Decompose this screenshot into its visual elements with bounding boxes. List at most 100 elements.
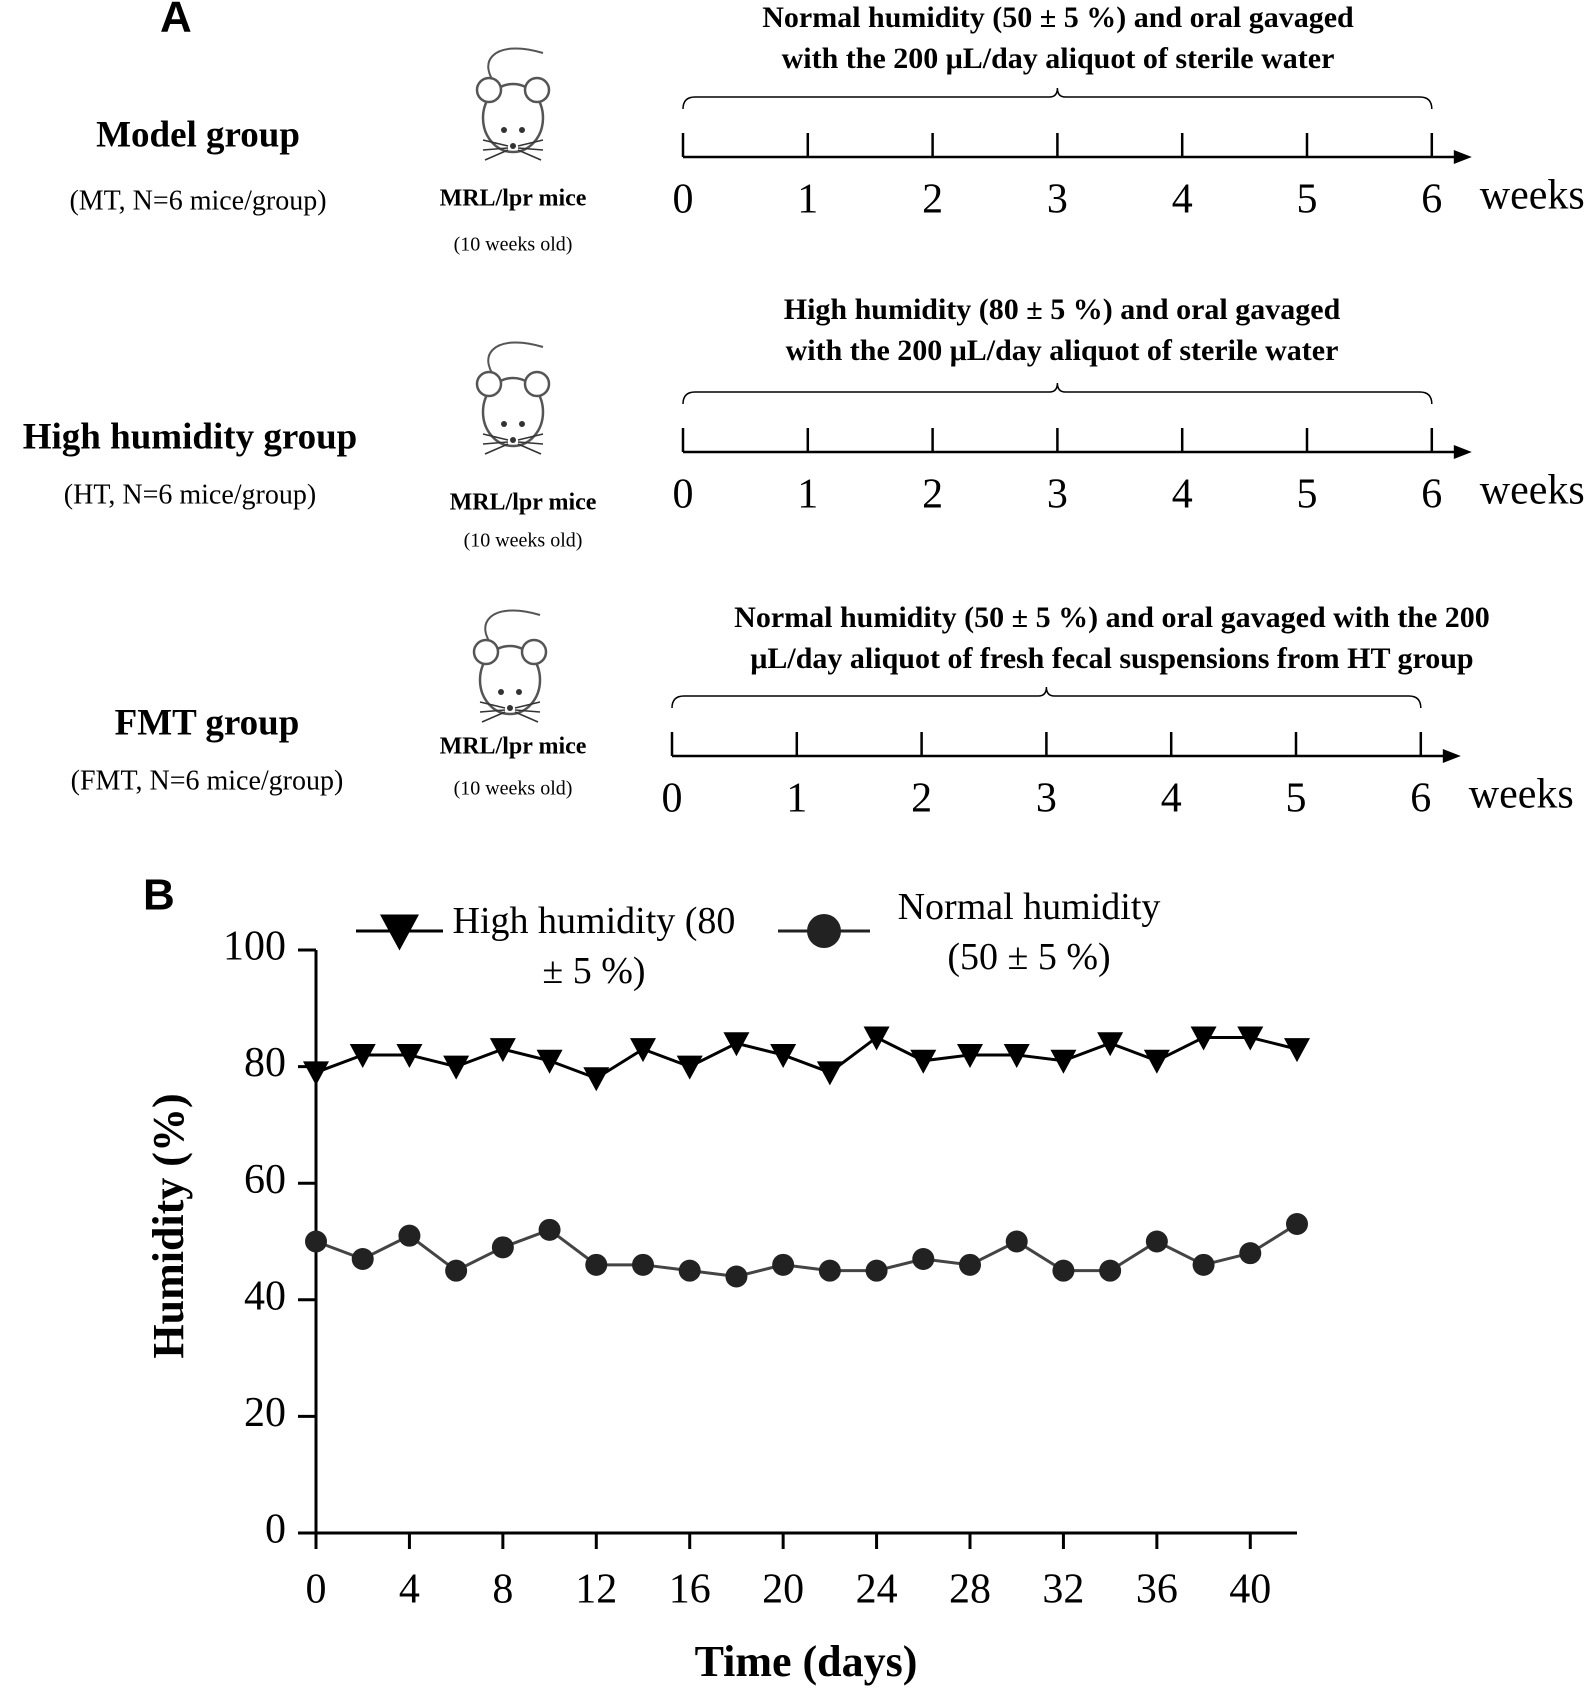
data-point <box>1284 1038 1310 1063</box>
mouse-icon <box>475 341 551 456</box>
mouse-icon <box>472 609 548 724</box>
data-point <box>676 1055 703 1080</box>
mouse-label: MRL/lpr mice <box>440 734 587 760</box>
timeline-unit: weeks <box>1469 772 1574 818</box>
data-point <box>725 1265 748 1288</box>
data-point <box>1099 1259 1122 1282</box>
timeline-label: 1 <box>786 776 807 822</box>
timeline-unit: weeks <box>1480 468 1585 514</box>
y-tick-label: 60 <box>244 1157 286 1203</box>
timeline-label: 3 <box>1036 776 1057 822</box>
timeline-label: 4 <box>1172 472 1193 518</box>
timeline-label: 3 <box>1047 472 1068 518</box>
timeline-label: 4 <box>1172 177 1193 223</box>
mouse-label: MRL/lpr mice <box>450 490 597 516</box>
x-tick-label: 36 <box>1136 1567 1178 1613</box>
mouse-age: (10 weeks old) <box>454 778 573 800</box>
data-point <box>632 1253 654 1276</box>
data-point <box>1097 1032 1124 1057</box>
mouse-icon <box>475 47 551 162</box>
data-point <box>396 1043 423 1068</box>
y-tick-label: 20 <box>244 1390 286 1436</box>
data-point <box>445 1259 468 1282</box>
data-point <box>1005 1230 1028 1253</box>
data-point <box>959 1253 981 1276</box>
legend-marker <box>380 914 419 951</box>
data-point <box>1237 1026 1264 1051</box>
legend-label: Normal humidity (50 ± 5 %) <box>897 886 1161 978</box>
series-line <box>315 1222 1298 1279</box>
treatment-text: Normal humidity (50 ± 5 %) and oral gava… <box>762 1 1354 34</box>
data-point <box>816 1061 843 1086</box>
y-axis-title: Humidity (%) <box>144 1093 193 1358</box>
timeline-label: 1 <box>797 472 818 518</box>
timeline-label: 6 <box>1410 776 1431 822</box>
group-name: FMT group <box>115 702 300 743</box>
data-point <box>1003 1043 1030 1068</box>
data-point <box>443 1055 470 1080</box>
data-point <box>583 1067 610 1092</box>
timeline-label: 0 <box>673 177 694 223</box>
timeline-label: 0 <box>662 776 683 822</box>
x-tick-label: 0 <box>306 1567 327 1613</box>
data-point <box>1145 1230 1168 1253</box>
data-point <box>351 1247 374 1270</box>
data-point <box>1286 1213 1308 1236</box>
timeline-label: 5 <box>1297 472 1318 518</box>
data-point <box>491 1236 514 1259</box>
data-point <box>489 1038 516 1063</box>
x-tick-label: 20 <box>762 1567 804 1613</box>
timeline-label: 5 <box>1286 776 1307 822</box>
x-axis-title: Time (days) <box>695 1637 918 1686</box>
group-name: Model group <box>96 114 300 155</box>
data-point <box>723 1032 750 1057</box>
legend-label: High humidity (80 ± 5 %) <box>452 900 736 992</box>
timeline-label: 3 <box>1047 177 1068 223</box>
data-point <box>349 1043 376 1068</box>
data-point <box>1239 1242 1262 1265</box>
timeline-unit: weeks <box>1480 173 1585 219</box>
timeline-arrow <box>1453 445 1472 459</box>
legend-marker <box>807 914 841 948</box>
data-point <box>630 1038 656 1063</box>
panel-label: A <box>160 0 192 42</box>
timeline-label: 2 <box>922 177 943 223</box>
data-point <box>585 1253 608 1276</box>
data-point <box>1050 1049 1077 1074</box>
x-tick-label: 16 <box>669 1567 711 1613</box>
x-tick-label: 12 <box>575 1567 617 1613</box>
data-point <box>818 1259 841 1282</box>
data-point <box>1192 1253 1215 1276</box>
brace <box>682 382 1433 405</box>
treatment-text: with the 200 μL/day aliquot of sterile w… <box>786 334 1339 367</box>
timeline-label: 5 <box>1297 177 1318 223</box>
timeline-label: 2 <box>922 472 943 518</box>
group-detail: (FMT, N=6 mice/group) <box>71 765 344 796</box>
data-point <box>957 1043 983 1068</box>
x-tick-label: 32 <box>1042 1567 1084 1613</box>
data-point <box>912 1247 935 1270</box>
y-tick-label: 0 <box>265 1507 286 1553</box>
data-point <box>1190 1026 1217 1051</box>
x-tick-label: 24 <box>856 1567 898 1613</box>
data-point <box>536 1049 563 1074</box>
data-point <box>1143 1049 1170 1074</box>
data-point <box>1052 1259 1075 1282</box>
timeline-label: 6 <box>1421 472 1442 518</box>
series-line <box>315 1035 1298 1080</box>
data-point <box>305 1230 327 1253</box>
treatment-text: Normal humidity (50 ± 5 %) and oral gava… <box>734 601 1490 634</box>
panel-label: B <box>143 871 175 920</box>
data-point <box>538 1218 561 1241</box>
y-tick-label: 80 <box>244 1040 286 1086</box>
group-name: High humidity group <box>23 416 357 457</box>
mouse-age: (10 weeks old) <box>464 530 583 552</box>
timeline-arrow <box>1453 150 1472 164</box>
group-detail: (MT, N=6 mice/group) <box>69 185 326 216</box>
mouse-label: MRL/lpr mice <box>440 186 587 212</box>
data-point <box>863 1026 890 1051</box>
x-tick-label: 8 <box>492 1567 513 1613</box>
data-point <box>770 1043 797 1068</box>
timeline-label: 0 <box>673 472 694 518</box>
